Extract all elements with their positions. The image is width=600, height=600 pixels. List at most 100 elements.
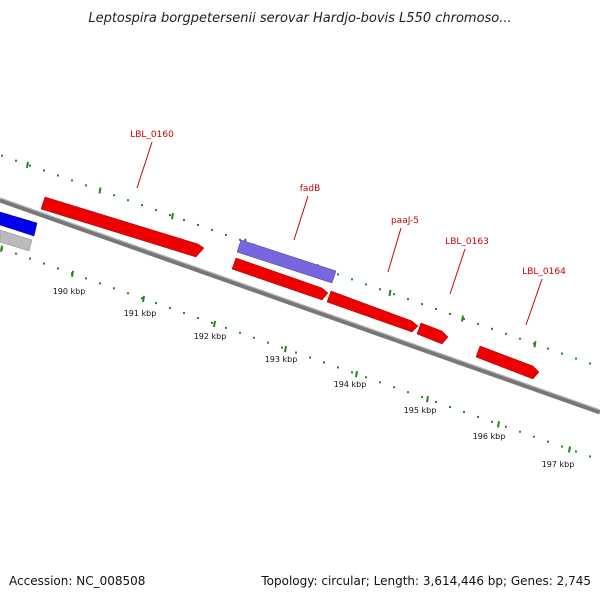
inner-ring-minor-tick bbox=[533, 435, 535, 438]
outer-ring-minor-tick bbox=[575, 357, 577, 360]
outer-ring-major-tick bbox=[26, 161, 29, 169]
outer-ring-minor-tick bbox=[239, 238, 241, 241]
scale-tick-labels: 190 kbp 191 kbp 192 kbp 193 kbp 194 kbp … bbox=[53, 287, 575, 469]
inner-ring-minor-tick bbox=[589, 455, 591, 458]
inner-ring-minor-tick bbox=[43, 262, 45, 265]
label-fadB[interactable]: fadB bbox=[300, 184, 321, 194]
outer-ring-minor-tick bbox=[589, 362, 591, 365]
tick-label-193: 193 kbp bbox=[265, 355, 298, 364]
gene-blue[interactable] bbox=[0, 211, 38, 237]
label-lbl0163[interactable]: LBL_0163 bbox=[445, 237, 489, 247]
outer-ring-minor-tick bbox=[435, 308, 437, 311]
outer-ring-minor-tick bbox=[211, 228, 213, 231]
inner-ring-minor-tick bbox=[85, 277, 87, 280]
gene-fadB-strand[interactable] bbox=[231, 257, 329, 301]
gene-callouts: LBL_0160 fadB paaJ-5 LBL_0163 LBL_0164 bbox=[130, 130, 566, 326]
outer-ring-minor-tick bbox=[449, 313, 451, 315]
chromosome-backbone-highlight bbox=[0, 197, 600, 411]
outer-ring-minor-tick bbox=[85, 184, 87, 187]
inner-ring-minor-tick bbox=[365, 376, 367, 379]
inner-ring-minor-tick bbox=[267, 341, 269, 344]
inner-ring-major-tick bbox=[426, 396, 429, 403]
map-title: Leptospira borgpetersenii serovar Hardjo… bbox=[88, 11, 511, 26]
label-lbl0160[interactable]: LBL_0160 bbox=[130, 130, 174, 140]
inner-ring-minor-tick bbox=[309, 356, 311, 359]
inner-ring-minor-tick bbox=[519, 430, 521, 433]
outer-ring-minor-tick bbox=[519, 337, 521, 340]
inner-ring-minor-tick bbox=[379, 381, 381, 384]
outer-ring-minor-tick bbox=[393, 293, 395, 296]
callout-line-paaJ5 bbox=[387, 227, 402, 273]
outer-ring-minor-tick bbox=[379, 288, 381, 291]
inner-ring-minor-tick bbox=[547, 440, 549, 443]
inner-ring-minor-tick bbox=[197, 316, 199, 319]
outer-ring-minor-tick bbox=[183, 219, 185, 222]
outer-ring-minor-tick bbox=[71, 179, 73, 182]
outer-ring-minor-tick bbox=[491, 327, 493, 330]
inner-ring-minor-tick bbox=[253, 336, 255, 339]
label-paaJ5[interactable]: paaJ-5 bbox=[391, 216, 419, 226]
inner-ring-minor-tick bbox=[239, 331, 241, 334]
inner-ring-minor-tick bbox=[183, 312, 185, 315]
inner-ring-minor-tick bbox=[155, 302, 157, 305]
outer-ring-minor-tick bbox=[365, 283, 367, 286]
inner-ring-minor-tick bbox=[29, 257, 31, 260]
outer-ring-minor-tick bbox=[225, 233, 227, 236]
outer-ring-major-tick bbox=[533, 341, 537, 348]
outer-ring-minor-tick bbox=[155, 209, 157, 212]
inner-ring-minor-tick bbox=[575, 450, 577, 453]
accession-text: Accession: NC_008508 bbox=[9, 574, 145, 588]
inner-ring-minor-tick bbox=[435, 401, 437, 404]
tick-label-196: 196 kbp bbox=[473, 432, 506, 441]
tick-label-192: 192 kbp bbox=[194, 332, 227, 341]
inner-ring-minor-tick bbox=[113, 287, 115, 290]
inner-ring-minor-tick bbox=[561, 445, 563, 448]
inner-ring-major-tick bbox=[355, 370, 358, 378]
inner-ring-minor-tick bbox=[393, 386, 395, 389]
tick-label-195: 195 kbp bbox=[404, 406, 437, 415]
gene-paaJ5[interactable] bbox=[326, 290, 419, 333]
inner-ring-minor-tick bbox=[225, 326, 227, 329]
inner-ring-major-tick bbox=[284, 345, 287, 353]
inner-ring-minor-tick bbox=[407, 391, 409, 394]
inner-ring-major-tick bbox=[497, 421, 500, 428]
callout-line-lbl0164 bbox=[525, 278, 543, 326]
gene-lbl0160[interactable] bbox=[40, 196, 205, 258]
inner-ring-minor-tick bbox=[211, 321, 213, 324]
inner-ring-major-tick bbox=[213, 320, 216, 328]
outer-ring-minor-tick bbox=[337, 273, 339, 276]
tick-label-191: 191 kbp bbox=[124, 309, 157, 318]
inner-ring-minor-tick bbox=[491, 420, 493, 423]
inner-ring-minor-tick bbox=[351, 371, 353, 374]
outer-ring-minor-tick bbox=[1, 154, 3, 157]
inner-ring-minor-tick bbox=[477, 415, 479, 418]
outer-ring-major-tick bbox=[98, 187, 102, 194]
feature-fadB[interactable] bbox=[236, 239, 337, 284]
inner-ring-major-tick bbox=[71, 270, 74, 277]
inner-ring-minor-tick bbox=[505, 425, 507, 428]
outer-ring-minor-tick bbox=[197, 223, 199, 226]
chromosome-backbone bbox=[0, 197, 600, 415]
outer-ring-minor-tick bbox=[141, 204, 143, 207]
outer-ring-minor-tick bbox=[351, 278, 353, 281]
inner-tick-ring bbox=[0, 245, 591, 458]
gene-grey[interactable] bbox=[0, 229, 33, 252]
tick-label-190: 190 kbp bbox=[53, 287, 86, 296]
outer-ring-minor-tick bbox=[15, 159, 17, 162]
inner-ring-minor-tick bbox=[449, 406, 451, 408]
callout-line-lbl0160 bbox=[136, 141, 153, 189]
gene-lbl0164[interactable] bbox=[475, 345, 540, 380]
inner-ring-major-tick bbox=[568, 446, 571, 453]
gene-lbl0163[interactable] bbox=[416, 322, 449, 345]
inner-ring-minor-tick bbox=[15, 252, 17, 255]
outer-ring-minor-tick bbox=[43, 169, 45, 172]
inner-ring-minor-tick bbox=[281, 346, 283, 349]
callout-line-lbl0163 bbox=[449, 248, 466, 295]
label-lbl0164[interactable]: LBL_0164 bbox=[522, 267, 566, 277]
tick-label-194: 194 kbp bbox=[334, 380, 367, 389]
inner-ring-minor-tick bbox=[337, 366, 339, 369]
outer-ring-minor-tick bbox=[113, 194, 115, 197]
inner-ring-minor-tick bbox=[141, 297, 143, 300]
outer-ring-major-tick bbox=[171, 212, 174, 220]
